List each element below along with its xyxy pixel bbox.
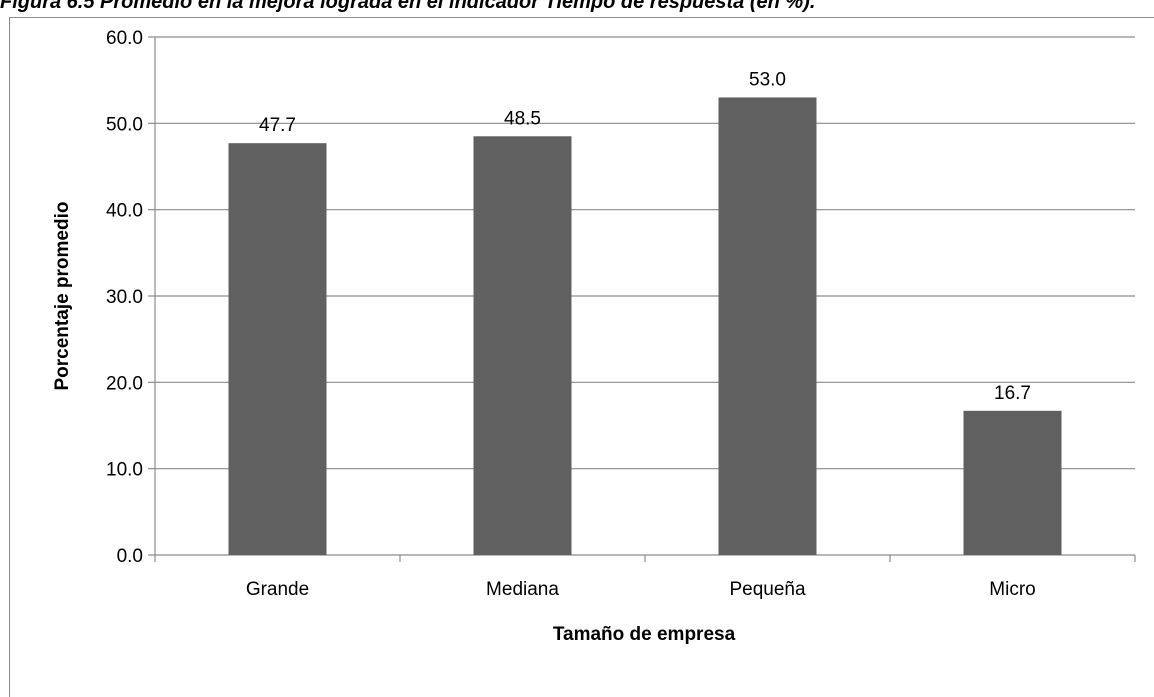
bar-chart: 0.0 10.0 20.0 30.0 40.0 50.0 60.0 Grande Mediana… bbox=[52, 28, 1136, 645]
data-label: 48.5 bbox=[504, 108, 541, 129]
y-axis-label: Porcentaje promedio bbox=[52, 202, 73, 391]
bar-grande bbox=[228, 143, 327, 555]
chart-frame bbox=[9, 17, 1154, 697]
data-label: 16.7 bbox=[994, 383, 1031, 404]
y-tick-label: 60.0 bbox=[106, 28, 143, 49]
data-label: 53.0 bbox=[749, 69, 786, 90]
y-tick-label: 10.0 bbox=[106, 460, 143, 481]
x-category-label: Micro bbox=[989, 579, 1035, 600]
data-labels: 47.7 48.5 53.0 16.7 bbox=[259, 69, 1031, 403]
bar-micro bbox=[963, 410, 1062, 555]
x-axis-label: Tamaño de empresa bbox=[553, 624, 736, 645]
bars bbox=[228, 97, 1062, 556]
y-tick-label: 20.0 bbox=[106, 373, 143, 394]
bar-pequeña bbox=[718, 97, 817, 555]
x-category-label: Mediana bbox=[486, 579, 559, 600]
y-tick-label: 0.0 bbox=[117, 546, 143, 567]
y-tick-label: 30.0 bbox=[106, 287, 143, 308]
bar-mediana bbox=[473, 136, 572, 556]
x-category-label: Grande bbox=[246, 579, 309, 600]
x-category-label: Pequeña bbox=[729, 579, 806, 600]
data-label: 47.7 bbox=[259, 115, 296, 136]
figure-title: Figura 6.5 Promedio en la mejora lograda… bbox=[0, 0, 816, 13]
y-tick-label: 50.0 bbox=[106, 114, 143, 135]
y-tick-label: 40.0 bbox=[106, 201, 143, 222]
